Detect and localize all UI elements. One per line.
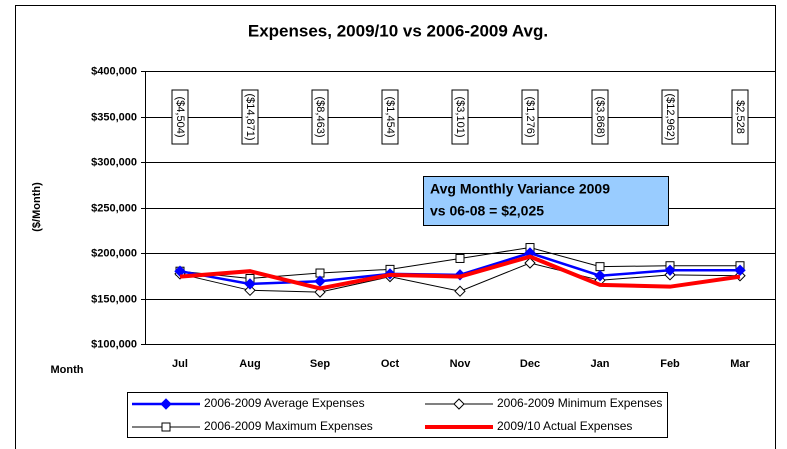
x-tick-label: Mar — [730, 358, 750, 370]
variance-text: ($12,962) — [664, 93, 676, 140]
annotation-text: Avg Monthly Variance 2009 — [430, 181, 610, 197]
y-tick-label: $200,000 — [91, 247, 137, 259]
y-tick-label: $300,000 — [91, 156, 137, 168]
variance-box — [521, 89, 539, 145]
x-tick-label: Dec — [520, 358, 540, 370]
y-tick-label: $100,000 — [91, 338, 137, 350]
legend-label: 2006-2009 Average Expenses — [204, 396, 365, 410]
variance-label: ($4,504) — [171, 89, 189, 145]
annotation-text: vs 06-08 = $2,025 — [430, 203, 544, 219]
y-tick-label: $350,000 — [91, 111, 137, 123]
x-tick-label: Jan — [591, 358, 610, 370]
variance-box — [731, 89, 749, 145]
marker — [244, 284, 256, 297]
marker — [244, 278, 256, 290]
chart-border — [15, 5, 776, 449]
legend-marker — [161, 422, 171, 432]
y-tick-label: $250,000 — [91, 202, 137, 214]
variance-box — [381, 89, 399, 145]
legend-label: 2006-2009 Minimum Expenses — [497, 396, 662, 410]
variance-box — [311, 89, 329, 145]
variance-box — [171, 89, 189, 145]
variance-box — [591, 89, 609, 145]
variance-label: ($8,463) — [311, 89, 329, 145]
variance-box — [241, 89, 259, 145]
legend-marker — [453, 398, 465, 410]
x-tick-label: Oct — [381, 358, 400, 370]
marker — [734, 264, 746, 276]
x-tick-label: Aug — [239, 358, 260, 370]
marker — [454, 285, 466, 297]
variance-text: ($3,101) — [454, 97, 466, 138]
marker — [594, 270, 606, 282]
variance-label: $2,528 — [731, 89, 749, 145]
variance-label: ($14,871) — [241, 89, 259, 145]
x-tick-label: Nov — [450, 358, 472, 370]
y-tick-label: $150,000 — [91, 293, 137, 305]
marker — [664, 264, 676, 276]
legend — [127, 392, 668, 438]
variance-label: ($1,276) — [521, 89, 539, 145]
variance-text: ($3,868) — [594, 97, 606, 138]
marker — [314, 275, 326, 287]
x-tick-label: Jul — [172, 358, 188, 370]
variance-label: ($1,454) — [381, 89, 399, 145]
variance-box — [451, 89, 469, 145]
y-axis-title: ($/Month) — [31, 182, 43, 232]
series-line — [179, 254, 741, 291]
x-tick-label: Feb — [660, 358, 680, 370]
variance-box — [661, 89, 679, 145]
legend-marker — [160, 398, 172, 410]
x-tick-label: Sep — [310, 358, 330, 370]
marker — [455, 253, 465, 263]
marker — [595, 262, 605, 272]
x-axis-title: Month — [51, 364, 84, 376]
variance-text: $2,528 — [734, 100, 746, 134]
marker — [524, 257, 536, 269]
variance-text: ($1,454) — [384, 97, 396, 138]
variance-text: ($1,276) — [524, 97, 536, 138]
variance-text: ($8,463) — [314, 97, 326, 138]
legend-label: 2006-2009 Maximum Expenses — [204, 419, 373, 433]
variance-text: ($4,504) — [174, 97, 186, 138]
variance-label: ($12,962) — [661, 89, 679, 145]
variance-label: ($3,868) — [591, 89, 609, 145]
variance-label: ($3,101) — [451, 89, 469, 145]
legend-label: 2009/10 Actual Expenses — [497, 419, 632, 433]
annotation-box — [423, 176, 669, 226]
y-tick-label: $400,000 — [91, 65, 137, 77]
chart-title: Expenses, 2009/10 vs 2006-2009 Avg. — [248, 21, 548, 40]
variance-text: ($14,871) — [244, 93, 256, 140]
